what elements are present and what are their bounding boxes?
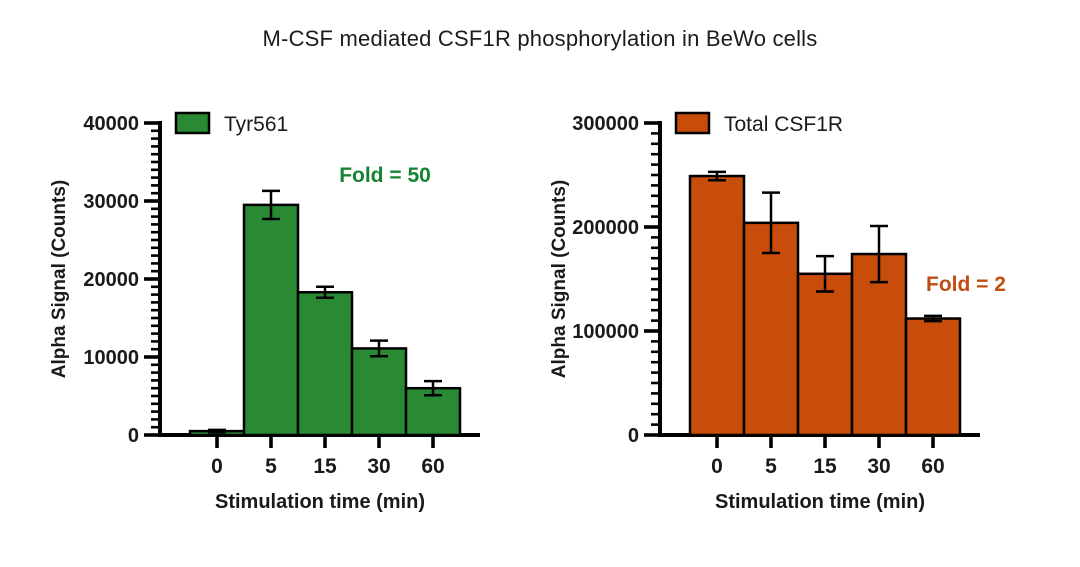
error-bar <box>924 314 942 323</box>
y-tick-label: 0 <box>128 425 139 447</box>
error-bar <box>762 191 780 255</box>
y-tick-label: 0 <box>628 425 639 447</box>
bar <box>350 347 408 437</box>
error-bar <box>262 189 280 221</box>
x-tick-label: 30 <box>367 455 390 478</box>
x-tick-label: 5 <box>265 455 277 478</box>
bar <box>796 272 854 437</box>
legend: Tyr561 <box>174 111 288 136</box>
x-tick-label: 15 <box>313 455 337 478</box>
y-tick-label: 30000 <box>83 191 139 213</box>
bar-chart-svg: 0 100000 200000 300000 0 5 15 30 60 Stimulation t… <box>549 111 1006 513</box>
fold-annotation: Fold = 50 <box>339 164 431 187</box>
y-tick-label: 100000 <box>572 321 639 343</box>
x-tick-label: 60 <box>921 455 944 478</box>
legend-label: Tyr561 <box>224 113 288 136</box>
y-axis-label: Alpha Signal (Counts) <box>49 180 70 378</box>
x-tick-label: 0 <box>211 455 223 478</box>
fold-annotation: Fold = 2 <box>926 273 1006 296</box>
y-tick-label: 10000 <box>83 347 139 369</box>
chart-total-csf1r: 0 100000 200000 300000 0 5 15 30 60 Stimulation t… <box>520 85 1040 555</box>
x-tick-label: 15 <box>813 455 837 478</box>
y-tick-label: 40000 <box>83 113 139 135</box>
chart-tyr561: 0 10000 20000 30000 40000 0 5 15 30 60 Stimulation… <box>20 85 540 555</box>
x-tick-label: 60 <box>421 455 444 478</box>
legend-swatch <box>674 111 711 135</box>
y-tick-label: 300000 <box>572 113 639 135</box>
error-bar <box>708 170 726 182</box>
legend-label: Total CSF1R <box>724 113 843 136</box>
bar <box>742 221 800 437</box>
y-axis-label: Alpha Signal (Counts) <box>549 180 570 378</box>
bar <box>850 252 908 437</box>
error-bar <box>208 428 226 434</box>
y-tick-label: 200000 <box>572 217 639 239</box>
x-axis-label: Stimulation time (min) <box>715 491 925 513</box>
x-tick-label: 30 <box>867 455 890 478</box>
error-bar <box>316 285 334 299</box>
legend: Total CSF1R <box>674 111 843 136</box>
x-axis-label: Stimulation time (min) <box>215 491 425 513</box>
legend-swatch <box>174 111 211 135</box>
y-tick-label: 20000 <box>83 269 139 291</box>
figure-title: M-CSF mediated CSF1R phosphorylation in … <box>262 26 818 51</box>
bar <box>688 174 746 437</box>
bar-chart-svg: 0 10000 20000 30000 40000 0 5 15 30 60 Stimulation… <box>49 111 480 513</box>
bar <box>296 291 354 437</box>
bar <box>904 317 962 437</box>
x-tick-label: 5 <box>765 455 777 478</box>
error-bar <box>816 254 834 293</box>
bar <box>242 203 300 437</box>
error-bar <box>424 379 442 397</box>
error-bar <box>370 339 388 358</box>
x-tick-label: 0 <box>711 455 723 478</box>
error-bar <box>870 224 888 284</box>
